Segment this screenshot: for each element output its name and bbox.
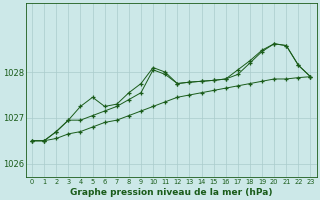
X-axis label: Graphe pression niveau de la mer (hPa): Graphe pression niveau de la mer (hPa): [70, 188, 273, 197]
